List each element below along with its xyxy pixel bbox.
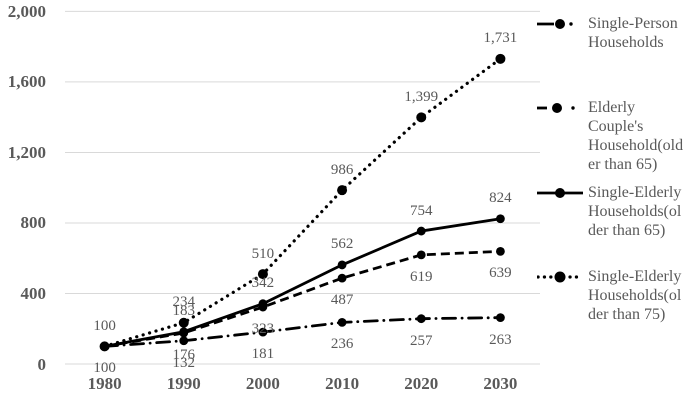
data-point-label: 619 bbox=[410, 268, 433, 285]
data-point-label: 1,399 bbox=[404, 88, 439, 105]
legend-item: Single-Person Households bbox=[537, 14, 690, 52]
data-point-marker bbox=[416, 226, 426, 236]
data-point-label: 487 bbox=[330, 292, 354, 309]
x-axis-tick-label: 2000 bbox=[245, 374, 280, 393]
y-axis-tick-label: 2,000 bbox=[7, 1, 46, 21]
data-point-marker bbox=[258, 327, 268, 337]
legend-item: Single-Elderly Households(ol der than 75) bbox=[537, 267, 690, 324]
data-point-marker bbox=[496, 214, 505, 224]
data-point-label: 263 bbox=[489, 331, 512, 348]
data-point-marker bbox=[178, 317, 189, 328]
y-axis-tick-label: 400 bbox=[20, 283, 47, 303]
data-point-marker bbox=[416, 112, 427, 123]
legend-item-label: Single-Elderly Households(ol der than 75) bbox=[588, 268, 682, 323]
y-axis-tick-label: 0 bbox=[37, 354, 47, 374]
data-point-marker bbox=[99, 341, 110, 352]
data-point-label: 234 bbox=[172, 294, 196, 311]
data-point-label: 100 bbox=[93, 317, 116, 334]
data-point-label: 510 bbox=[251, 245, 275, 262]
data-point-marker bbox=[258, 299, 268, 309]
data-point-marker bbox=[179, 327, 189, 337]
data-point-marker bbox=[496, 313, 505, 323]
x-axis-tick-label: 2010 bbox=[325, 374, 360, 393]
series-line bbox=[104, 249, 501, 348]
data-point-label: 257 bbox=[410, 332, 433, 349]
series-line bbox=[104, 217, 501, 348]
data-point-marker bbox=[257, 269, 268, 280]
x-axis-tick-label: 1980 bbox=[87, 374, 122, 393]
x-axis-tick-label: 2020 bbox=[404, 374, 439, 393]
y-axis-tick-label: 1,600 bbox=[7, 72, 46, 92]
data-point-label: 562 bbox=[330, 236, 354, 253]
data-point-marker bbox=[337, 273, 347, 283]
data-point-label: 342 bbox=[251, 275, 275, 292]
data-point-marker bbox=[179, 336, 189, 346]
legend-item: Single-Elderly Households(ol der than 65) bbox=[537, 183, 690, 240]
data-point-marker bbox=[416, 250, 426, 260]
data-point-label: 639 bbox=[489, 265, 512, 282]
data-point-marker bbox=[496, 246, 505, 256]
y-axis-tick-label: 800 bbox=[20, 213, 47, 233]
series-line bbox=[103, 316, 502, 348]
legend-item-label: Single-Elderly Households(ol der than 65) bbox=[588, 184, 682, 239]
data-point-label: 183 bbox=[172, 303, 196, 320]
legend-marker-solid bbox=[537, 188, 583, 198]
data-point-marker bbox=[416, 314, 426, 324]
data-point-marker bbox=[337, 260, 347, 270]
data-point-label: 181 bbox=[251, 346, 275, 363]
data-point-label: 986 bbox=[330, 161, 354, 178]
data-point-marker bbox=[495, 53, 506, 64]
data-point-label: 824 bbox=[489, 190, 512, 207]
data-point-label: 100 bbox=[93, 360, 116, 377]
y-axis-tick-label: 1,200 bbox=[7, 142, 46, 162]
data-point-label: 754 bbox=[410, 202, 433, 219]
data-point-marker bbox=[337, 317, 347, 327]
legend-marker-dotted bbox=[537, 271, 583, 283]
x-axis-tick-label: 1990 bbox=[166, 374, 201, 393]
data-point-label: 323 bbox=[251, 321, 275, 338]
legend-item: Elderly Couple's Household(old er than 65) bbox=[537, 98, 690, 174]
x-axis-tick-label: 2030 bbox=[483, 374, 518, 393]
data-point-label: 236 bbox=[330, 336, 354, 353]
legend-marker-dashed bbox=[537, 103, 575, 113]
series-line bbox=[102, 57, 503, 348]
data-point-label: 132 bbox=[172, 354, 196, 371]
data-point-label: 176 bbox=[172, 346, 196, 363]
legend-item-label: Elderly Couple's Household(old er than 65) bbox=[588, 99, 684, 173]
legend-marker-dashdot bbox=[537, 19, 573, 29]
data-point-marker bbox=[337, 185, 348, 196]
data-point-label: 1,731 bbox=[483, 30, 518, 47]
legend-item-label: Single-Person Households bbox=[588, 15, 678, 51]
